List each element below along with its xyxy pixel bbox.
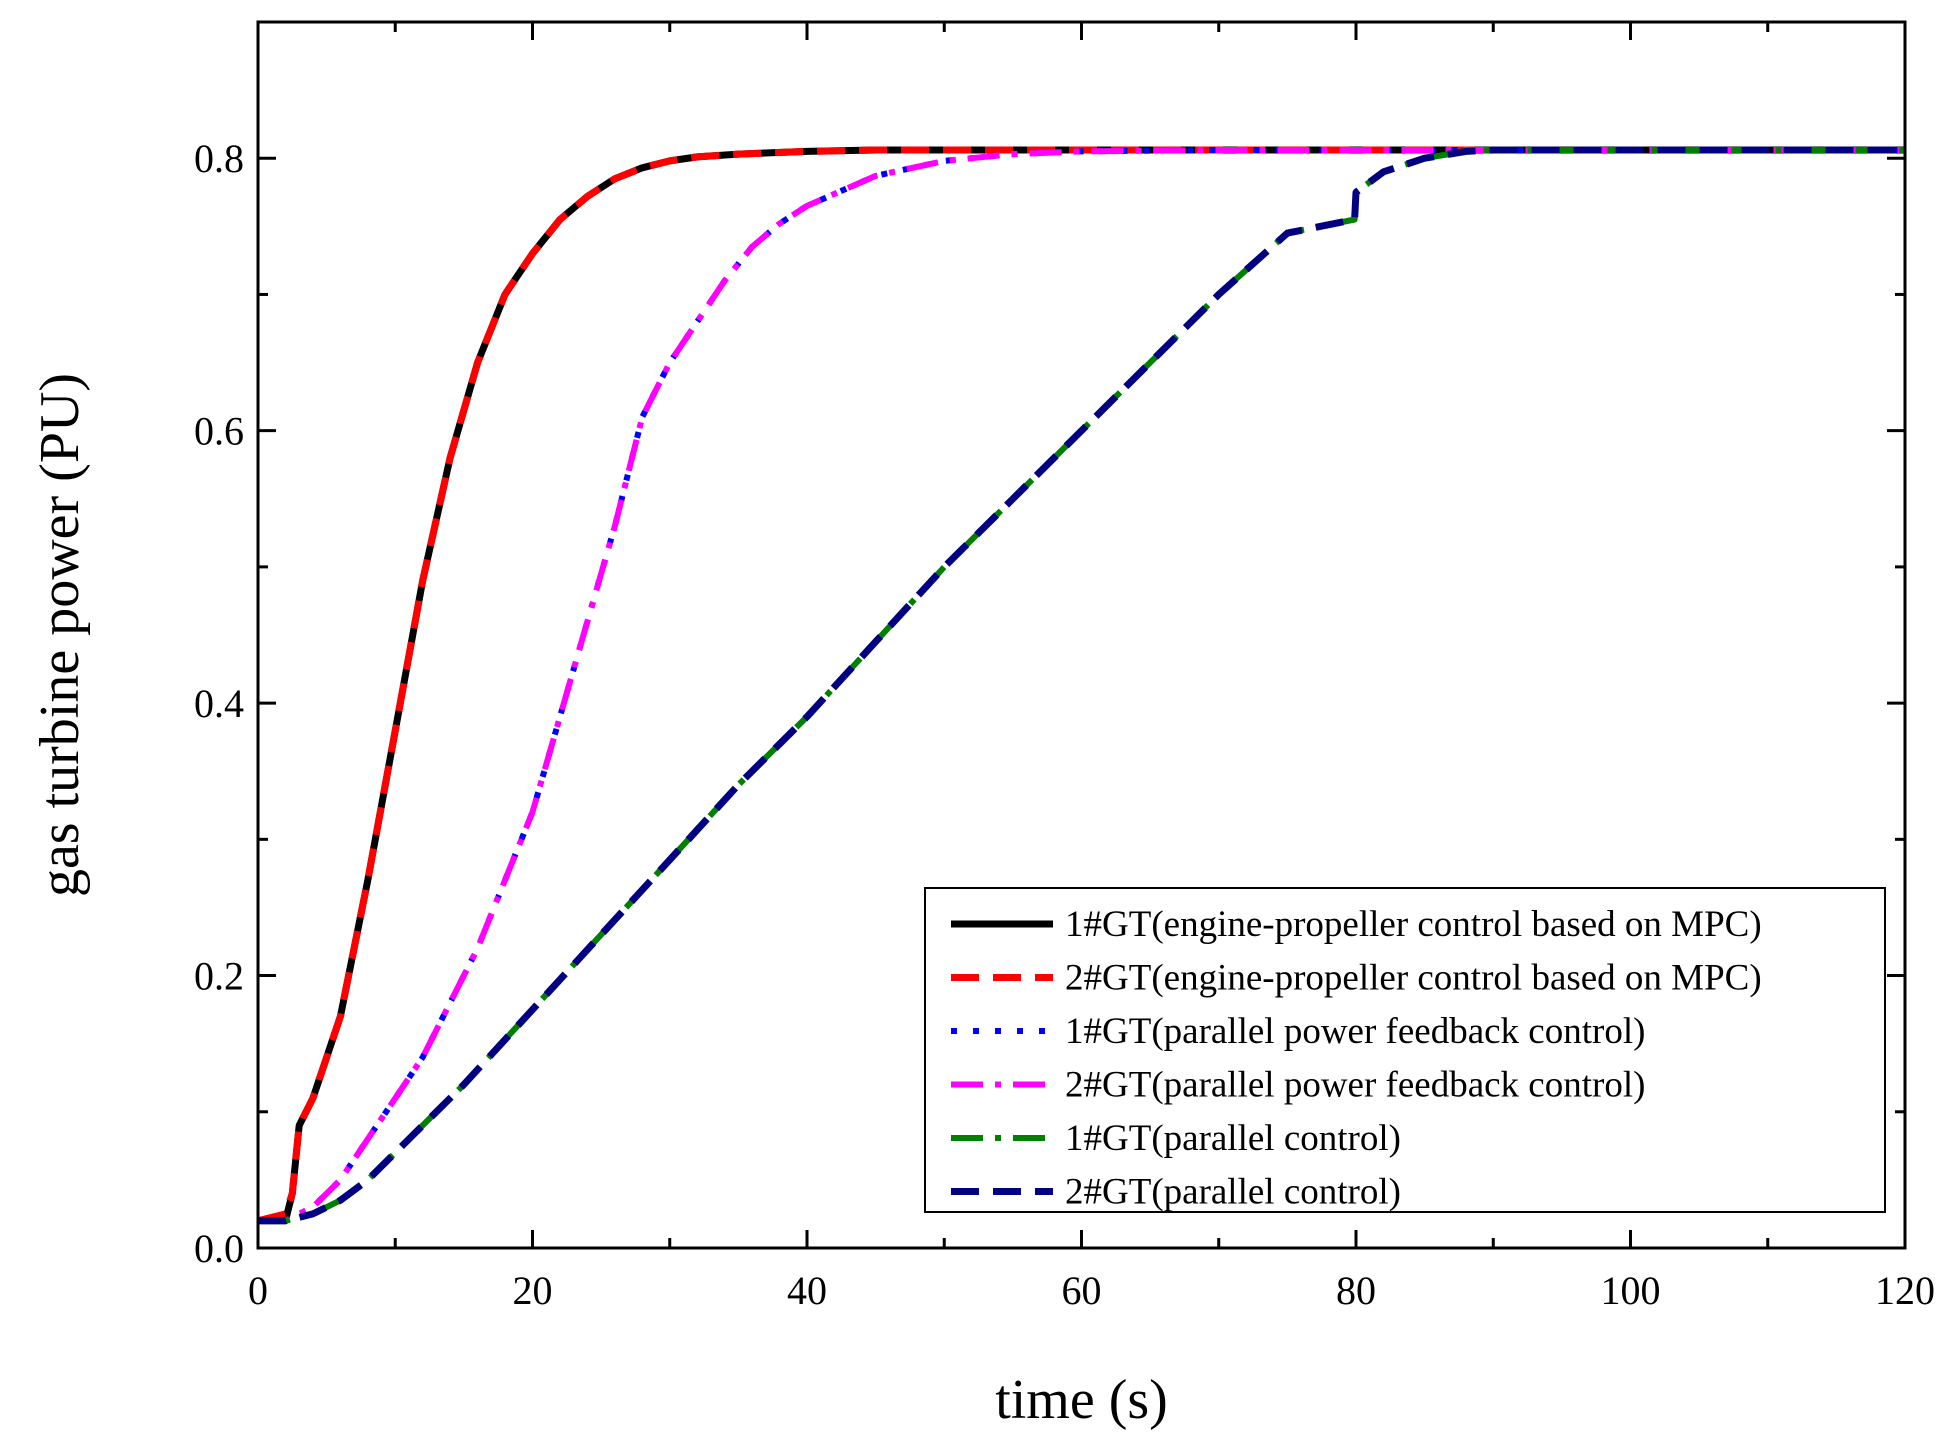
legend-label-2: 2#GT(engine-propeller control based on M… <box>1065 958 1762 999</box>
x-tick-label: 20 <box>513 1268 553 1313</box>
axes-layer: 0 20 40 60 80 100 120 0.0 0.2 0.4 0.6 0.8 <box>194 20 1935 1313</box>
x-tick-label: 60 <box>1062 1268 1102 1313</box>
legend-label-4: 2#GT(parallel power feedback control) <box>1065 1065 1645 1106</box>
x-tick-label: 40 <box>787 1268 827 1313</box>
series-line-2 <box>257 146 1905 1225</box>
legend: 1#GT(engine-propeller control based on M… <box>924 887 1886 1213</box>
legend-label-5: 1#GT(parallel control) <box>1065 1118 1401 1159</box>
legend-label-1: 1#GT(engine-propeller control based on M… <box>1065 904 1762 945</box>
series-layer <box>257 146 1905 1225</box>
y-tick-label: 0.2 <box>194 954 244 999</box>
x-tick-label: 120 <box>1875 1268 1935 1313</box>
y-axis-title: gas turbine power (PU) <box>29 373 91 897</box>
series-line-4 <box>258 147 1905 1224</box>
x-tick-label: 100 <box>1601 1268 1661 1313</box>
x-axis-title: time (s) <box>995 1369 1168 1431</box>
x-tick-label: 80 <box>1336 1268 1376 1313</box>
legend-label-6: 2#GT(parallel control) <box>1065 1172 1401 1213</box>
legend-box <box>924 887 1886 1213</box>
y-tick-label: 0.8 <box>194 136 244 181</box>
y-tick-label: 0.6 <box>194 409 244 454</box>
x-tick-label: 0 <box>248 1268 268 1313</box>
y-tick-label: 0.0 <box>194 1226 244 1271</box>
y-tick-label: 0.4 <box>194 681 244 726</box>
series-line-6 <box>258 146 1905 1225</box>
legend-label-3: 1#GT(parallel power feedback control) <box>1065 1011 1645 1052</box>
